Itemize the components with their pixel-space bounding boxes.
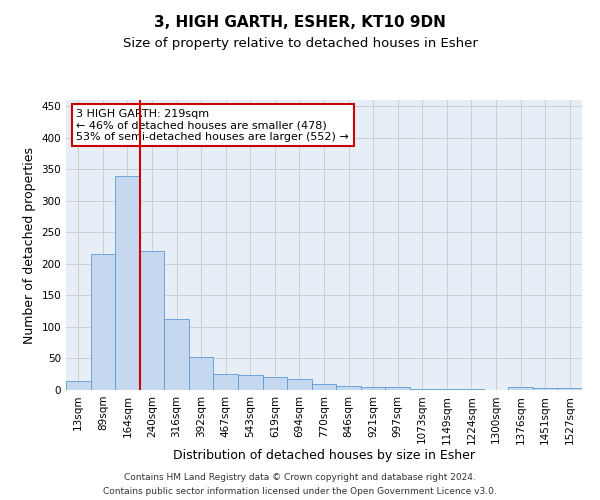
Text: Contains public sector information licensed under the Open Government Licence v3: Contains public sector information licen… <box>103 488 497 496</box>
Y-axis label: Number of detached properties: Number of detached properties <box>23 146 36 344</box>
Bar <box>164 320 189 390</box>
Bar <box>336 386 361 390</box>
Bar <box>115 176 140 390</box>
Text: Contains HM Land Registry data © Crown copyright and database right 2024.: Contains HM Land Registry data © Crown c… <box>124 472 476 482</box>
Bar <box>91 254 115 390</box>
Bar <box>287 378 312 390</box>
X-axis label: Distribution of detached houses by size in Esher: Distribution of detached houses by size … <box>173 449 475 462</box>
Bar <box>189 356 214 390</box>
Text: Size of property relative to detached houses in Esher: Size of property relative to detached ho… <box>122 38 478 51</box>
Bar <box>533 388 557 390</box>
Bar <box>66 380 91 390</box>
Bar <box>361 387 385 390</box>
Bar <box>508 388 533 390</box>
Bar <box>312 384 336 390</box>
Bar <box>238 375 263 390</box>
Text: 3, HIGH GARTH, ESHER, KT10 9DN: 3, HIGH GARTH, ESHER, KT10 9DN <box>154 15 446 30</box>
Bar <box>557 388 582 390</box>
Bar <box>214 374 238 390</box>
Text: 3 HIGH GARTH: 219sqm
← 46% of detached houses are smaller (478)
53% of semi-deta: 3 HIGH GARTH: 219sqm ← 46% of detached h… <box>76 108 349 142</box>
Bar <box>385 388 410 390</box>
Bar <box>263 378 287 390</box>
Bar <box>140 252 164 390</box>
